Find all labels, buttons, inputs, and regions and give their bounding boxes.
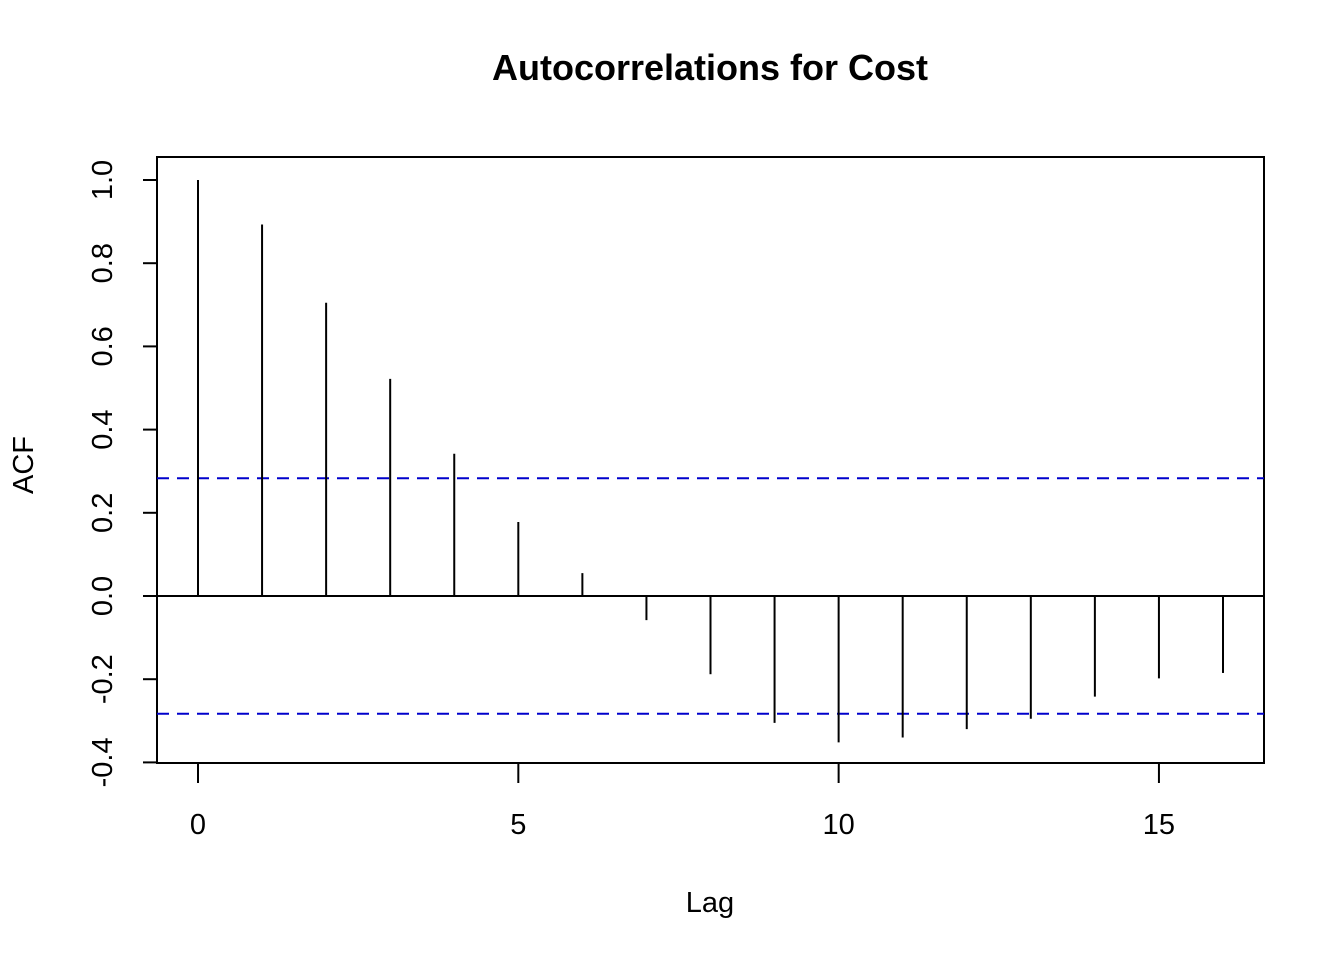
x-tick-label: 15 [1143, 809, 1175, 841]
plot-marks [157, 180, 1264, 743]
x-axis: 0 5 10 15 [190, 762, 1175, 841]
y-tick-label: -0.2 [87, 654, 119, 704]
y-tick-label: 0.6 [87, 326, 119, 366]
x-tick-label: 0 [190, 809, 206, 841]
x-axis-label: Lag [686, 887, 734, 919]
x-tick-label: 5 [510, 809, 526, 841]
chart-title: Autocorrelations for Cost [492, 47, 928, 88]
x-tick-label: 10 [822, 809, 854, 841]
y-tick-label: 0.8 [87, 243, 119, 283]
y-tick-label: -0.4 [87, 737, 119, 787]
y-tick-label: 0.4 [87, 409, 119, 449]
y-tick-label: 1.0 [87, 160, 119, 200]
y-axis-label: ACF [8, 436, 40, 494]
y-tick-label: 0.0 [87, 576, 119, 616]
y-axis: -0.4 -0.2 0.0 0.2 0.4 0.6 0.8 1.0 [87, 160, 158, 787]
y-tick-label: 0.2 [87, 493, 119, 533]
